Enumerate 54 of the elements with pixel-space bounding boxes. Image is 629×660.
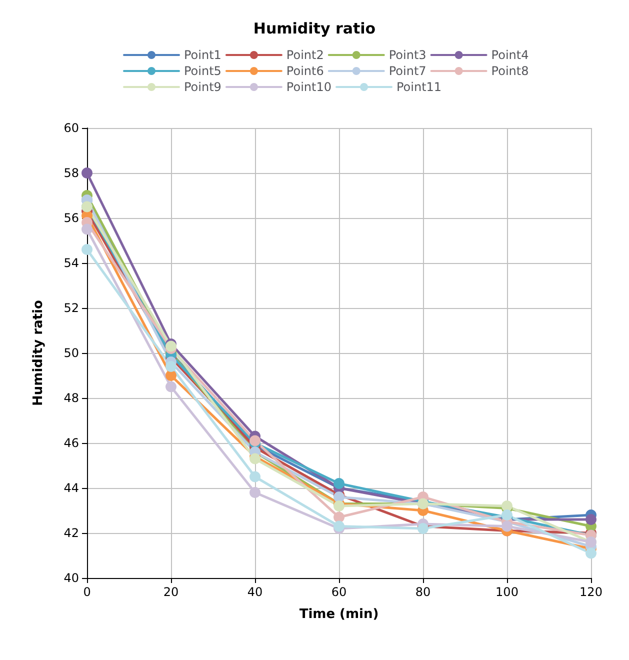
point <box>166 370 176 381</box>
y-tick-label: 46 <box>64 436 79 450</box>
point <box>166 361 176 372</box>
point <box>82 224 92 235</box>
legend-label: Point8 <box>491 64 529 78</box>
point <box>250 487 260 498</box>
point <box>502 510 512 520</box>
y-tick-label: 50 <box>64 346 79 360</box>
legend-label: Point5 <box>184 64 222 78</box>
point <box>82 244 92 255</box>
legend-label: Point11 <box>396 80 442 94</box>
point <box>586 514 596 525</box>
y-tick-label: 60 <box>64 121 79 135</box>
x-tick-label: 20 <box>163 585 179 599</box>
y-tick-label: 48 <box>64 391 79 405</box>
chart-title: Humidity ratio <box>253 20 376 38</box>
legend-label: Point9 <box>184 80 222 94</box>
point <box>250 471 260 482</box>
y-tick-label: 56 <box>64 211 79 225</box>
legend-label: Point2 <box>286 48 324 62</box>
point <box>334 520 344 532</box>
y-tick-label: 52 <box>64 301 79 315</box>
x-tick-label: 80 <box>415 585 431 599</box>
x-tick-label: 100 <box>496 585 518 599</box>
point <box>82 168 92 178</box>
legend-label: Point3 <box>388 48 426 62</box>
x-axis-title: Time (min) <box>299 607 379 622</box>
y-tick-label: 40 <box>64 571 79 585</box>
legend-label: Point7 <box>388 64 426 78</box>
point <box>334 492 344 502</box>
point <box>250 435 260 446</box>
legend-label: Point4 <box>491 48 529 62</box>
legend-label: Point1 <box>184 48 222 62</box>
y-tick-label: 42 <box>64 526 79 540</box>
y-tick-label: 44 <box>64 481 79 495</box>
legend-label: Point10 <box>286 80 332 94</box>
y-tick-label: 58 <box>64 166 79 180</box>
point <box>250 453 260 464</box>
y-tick-label: 54 <box>64 256 79 270</box>
point <box>166 381 176 392</box>
point <box>418 523 428 534</box>
point <box>502 520 512 532</box>
point <box>334 500 344 512</box>
legend-label: Point6 <box>286 64 324 78</box>
point <box>502 500 512 512</box>
x-tick-label: 120 <box>580 585 602 599</box>
y-axis-title: Humidity ratio <box>31 300 46 406</box>
x-tick-label: 0 <box>83 585 91 599</box>
point <box>586 548 596 559</box>
x-tick-label: 60 <box>331 585 347 599</box>
x-tick-label: 40 <box>247 585 263 599</box>
point <box>334 512 344 523</box>
point <box>334 478 344 489</box>
point <box>166 340 176 352</box>
